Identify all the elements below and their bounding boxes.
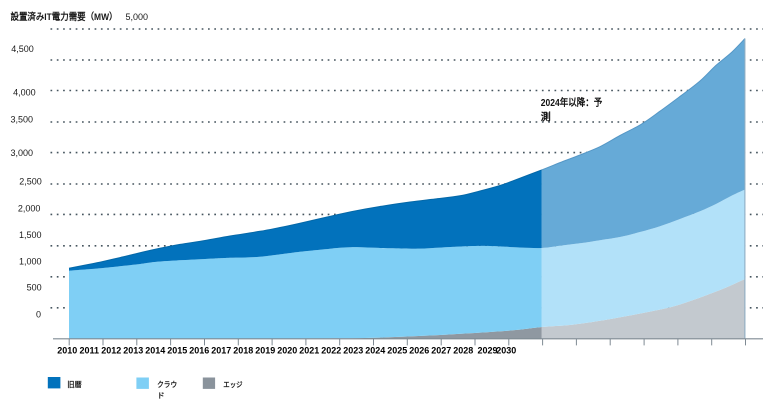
svg-text:エッジ: エッジ [223, 380, 243, 389]
svg-text:2013: 2013 [123, 346, 143, 356]
svg-text:2021: 2021 [299, 346, 319, 356]
svg-text:クラウ: クラウ [157, 379, 177, 389]
svg-text:4,500: 4,500 [11, 44, 34, 54]
svg-text:2016: 2016 [189, 346, 209, 356]
svg-text:2019: 2019 [255, 346, 275, 356]
svg-text:2018: 2018 [233, 346, 253, 356]
svg-text:2010: 2010 [57, 346, 77, 356]
svg-text:500: 500 [27, 283, 42, 293]
svg-text:2020: 2020 [277, 346, 297, 356]
svg-text:2023: 2023 [343, 346, 363, 356]
svg-text:5,000: 5,000 [126, 12, 149, 22]
svg-text:2028: 2028 [453, 346, 473, 356]
svg-text:設置済みIT電力需要（MW）: 設置済みIT電力需要（MW） [11, 11, 118, 23]
svg-text:0: 0 [36, 309, 41, 319]
svg-text:3,000: 3,000 [10, 148, 33, 158]
svg-text:2011: 2011 [80, 346, 100, 356]
svg-text:2012: 2012 [101, 346, 121, 356]
svg-text:2015: 2015 [167, 346, 187, 356]
svg-text:2030: 2030 [496, 346, 516, 356]
svg-text:1,500: 1,500 [19, 230, 42, 240]
svg-text:2017: 2017 [211, 346, 231, 356]
svg-text:2026: 2026 [409, 346, 429, 356]
svg-text:2027: 2027 [431, 346, 451, 356]
svg-text:ド: ド [157, 391, 165, 400]
svg-text:2,500: 2,500 [19, 176, 42, 186]
svg-text:2029: 2029 [477, 346, 497, 356]
svg-text:旧暦: 旧暦 [67, 380, 82, 389]
svg-text:1,000: 1,000 [19, 257, 42, 267]
svg-text:2014: 2014 [145, 346, 165, 356]
svg-text:2022: 2022 [321, 346, 341, 356]
svg-text:4,000: 4,000 [13, 87, 36, 97]
svg-text:2024年以降：予: 2024年以降：予 [541, 96, 603, 109]
svg-text:3,500: 3,500 [10, 114, 33, 124]
svg-text:測: 測 [541, 111, 551, 124]
svg-text:2,000: 2,000 [18, 203, 41, 213]
svg-text:2025: 2025 [387, 346, 407, 356]
svg-text:2024: 2024 [365, 346, 385, 356]
